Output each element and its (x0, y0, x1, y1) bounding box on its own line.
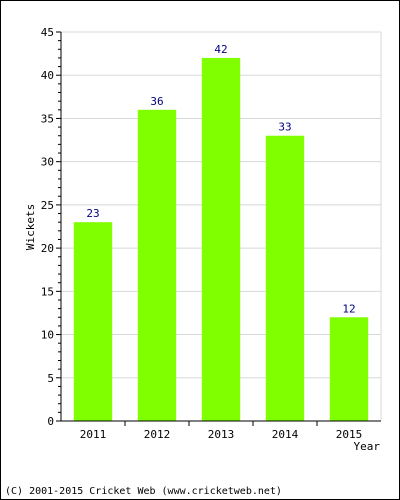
y-tick-label: 35 (41, 112, 54, 125)
x-tick-labels: 2011 2012 2013 2014 2015 (80, 428, 363, 441)
bar (201, 57, 241, 421)
data-label: 23 (86, 207, 99, 220)
y-tick-label: 15 (41, 285, 54, 298)
y-tick-label: 0 (47, 415, 54, 428)
y-tick-label: 20 (41, 242, 54, 255)
copyright-notice: (C) 2001-2015 Cricket Web (www.cricketwe… (5, 486, 282, 497)
data-label: 33 (278, 121, 291, 134)
data-label: 42 (214, 43, 227, 56)
x-tick-label: 2014 (272, 428, 299, 441)
bar (137, 109, 177, 422)
x-axis-label: Year (354, 440, 381, 453)
x-tick-label: 2013 (208, 428, 235, 441)
y-tick-labels: 0 5 10 15 20 25 30 35 40 45 (41, 26, 54, 428)
data-label: 36 (150, 95, 163, 108)
bar (265, 135, 305, 421)
y-tick-label: 45 (41, 26, 54, 39)
y-tick-label: 40 (41, 69, 54, 82)
data-labels: 23 36 42 33 12 (86, 43, 355, 315)
y-tick-label: 10 (41, 329, 54, 342)
bar (73, 222, 113, 421)
y-tick-label: 25 (41, 199, 54, 212)
bar (329, 317, 369, 421)
y-tick-label: 30 (41, 156, 54, 169)
y-axis-label: Wickets (24, 204, 37, 250)
x-tick-label: 2015 (336, 428, 363, 441)
y-tick-label: 5 (47, 372, 54, 385)
bars (73, 57, 369, 422)
data-label: 12 (342, 302, 355, 315)
x-tick-label: 2012 (144, 428, 171, 441)
axes (56, 31, 381, 426)
x-tick-label: 2011 (80, 428, 107, 441)
